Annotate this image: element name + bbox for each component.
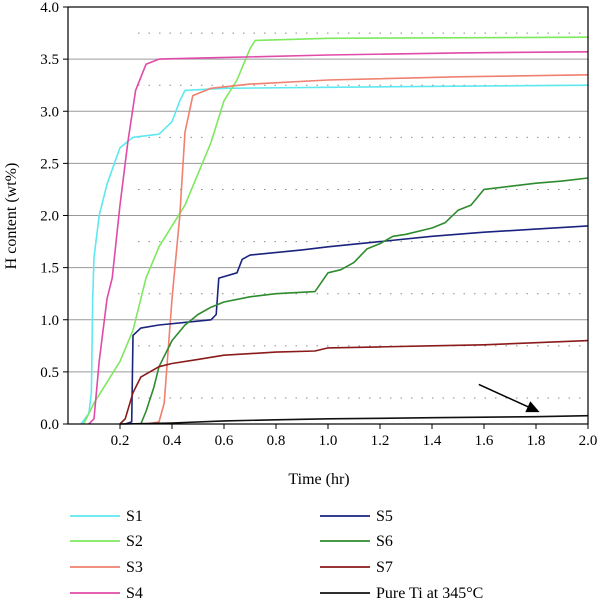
- y-tick-label: 1.5: [40, 261, 59, 277]
- y-tick-label: 0.5: [40, 365, 59, 381]
- y-tick-label: 3.5: [40, 52, 59, 68]
- x-tick-label: 1.0: [319, 433, 338, 449]
- x-tick-label: 1.8: [527, 433, 546, 449]
- legend-label: S5: [376, 508, 393, 525]
- series-line-7: [119, 339, 589, 425]
- x-tick-label: 0.2: [111, 433, 130, 449]
- legend-label: S1: [126, 508, 143, 525]
- y-tick-label: 3.0: [40, 104, 59, 120]
- legend-label: S3: [126, 559, 143, 576]
- series-line-8: [119, 414, 589, 425]
- x-axis-title: Time (hr): [288, 471, 349, 488]
- series-line-2: [82, 36, 589, 425]
- series-line-3: [145, 74, 589, 425]
- x-tick-label: 0.4: [163, 433, 182, 449]
- x-tick-label: 1.2: [371, 433, 390, 449]
- legend-label: S7: [376, 559, 393, 576]
- legend-label: S6: [376, 533, 393, 550]
- y-tick-label: 2.5: [40, 156, 59, 172]
- series-line-1: [80, 84, 589, 425]
- series-line-5: [124, 225, 589, 425]
- arrow-shaft: [478, 383, 537, 412]
- y-tick-label: 4.0: [40, 0, 59, 16]
- y-tick-label: 2.0: [40, 209, 59, 225]
- legend-label: S4: [126, 585, 143, 602]
- arrow-head: [525, 401, 540, 413]
- y-axis-title: H content (wt%): [3, 163, 20, 270]
- legend-label: S2: [126, 533, 143, 550]
- legend: S1 S2 S3 S4 S5 S6 S7 Pure Ti at 345°C: [70, 508, 483, 602]
- y-tick-label: 0.0: [40, 417, 59, 433]
- x-tick-label: 0.8: [267, 433, 286, 449]
- y-tick-label: 1.0: [40, 313, 59, 329]
- x-tick-label: 1.6: [475, 433, 494, 449]
- annotation-arrow: [478, 383, 540, 413]
- series-line-4: [88, 51, 589, 425]
- ticks: 0.0 0.5 1.0 1.5 2.0 2.5 3.0 3.5 4.0 0.2 0.4 0.6 0.8 1…: [40, 0, 597, 449]
- series-layer: [80, 36, 589, 425]
- series-line-6: [140, 177, 589, 425]
- legend-label: Pure Ti at 345°C: [376, 585, 483, 602]
- x-tick-label: 2.0: [579, 433, 598, 449]
- x-tick-label: 1.4: [423, 433, 442, 449]
- x-tick-label: 0.6: [215, 433, 234, 449]
